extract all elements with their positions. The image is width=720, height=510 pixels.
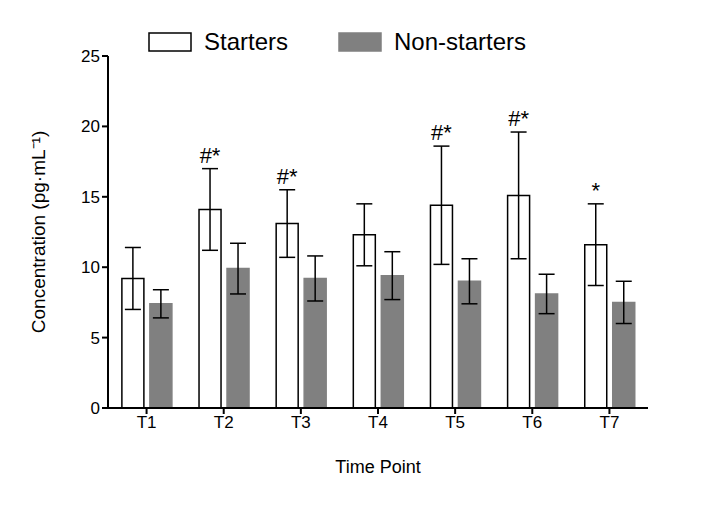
svg-text:T6: T6 <box>522 413 542 432</box>
svg-text:Concentration (pg·mL⁻¹): Concentration (pg·mL⁻¹) <box>28 131 49 333</box>
svg-text:5: 5 <box>91 329 100 348</box>
svg-text:#*: #* <box>431 120 452 145</box>
svg-text:T3: T3 <box>291 413 311 432</box>
svg-text:0: 0 <box>91 399 100 418</box>
html-text:Starters: Starters <box>204 28 288 55</box>
svg-text:10: 10 <box>81 258 100 277</box>
svg-text:#*: #* <box>508 106 529 131</box>
svg-text:15: 15 <box>81 188 100 207</box>
svg-text:T7: T7 <box>600 413 620 432</box>
svg-text:20: 20 <box>81 117 100 136</box>
html-text:Non-starters: Non-starters <box>394 28 527 55</box>
svg-text:T2: T2 <box>214 413 234 432</box>
svg-text:Time Point: Time Point <box>335 457 420 477</box>
svg-text:#*: #* <box>200 143 221 168</box>
svg-text:T4: T4 <box>368 413 388 432</box>
svg-text:T1: T1 <box>137 413 157 432</box>
svg-text:25: 25 <box>81 47 100 66</box>
svg-text:*: * <box>591 178 600 203</box>
svg-text:T5: T5 <box>445 413 465 432</box>
svg-text:#*: #* <box>277 164 298 189</box>
